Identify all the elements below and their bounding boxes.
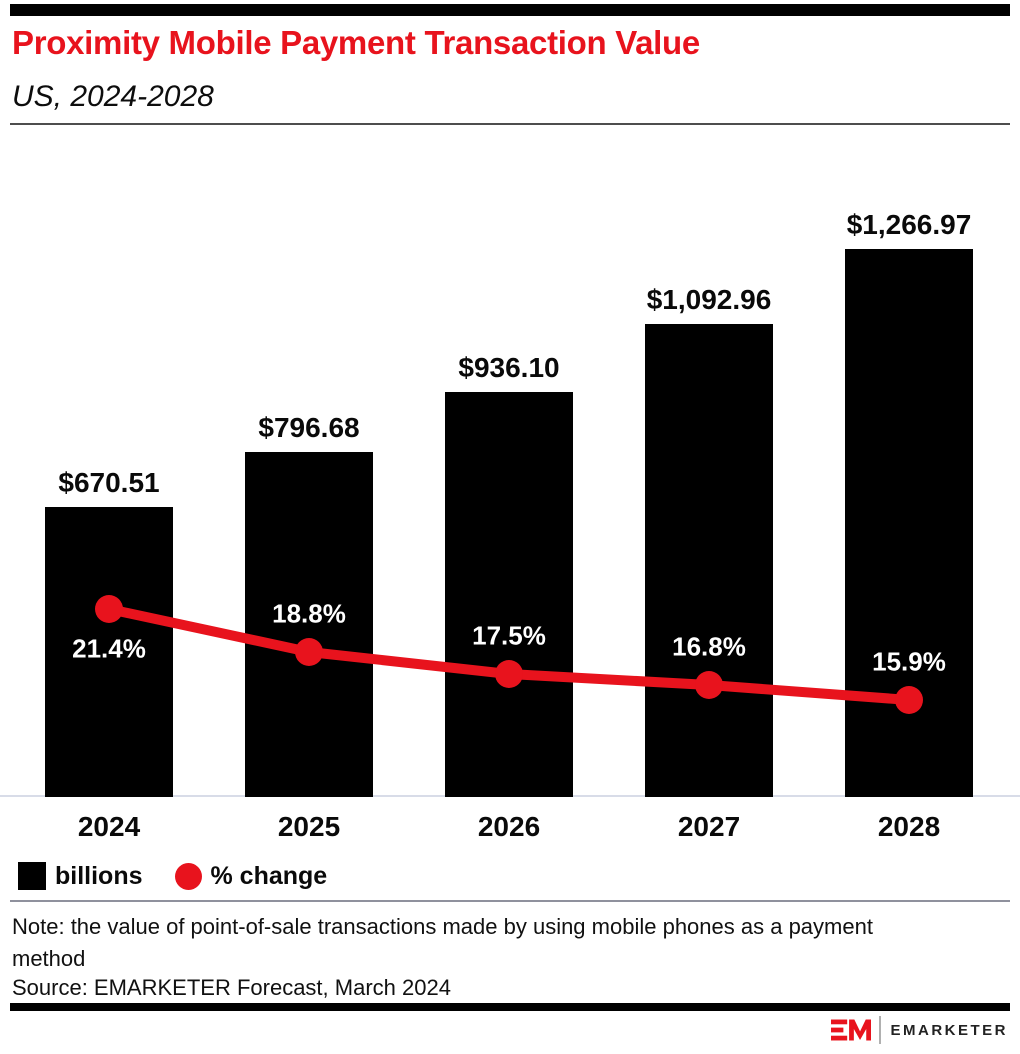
bar-value-label-2028: $1,266.97 [846, 209, 972, 240]
bar-2026 [445, 392, 573, 797]
footer-divider [10, 900, 1010, 902]
bottom-accent-bar [10, 1003, 1010, 1011]
chart-legend: billions % change [18, 861, 327, 891]
bar-2027 [645, 324, 773, 797]
page-title: Proximity Mobile Payment Transaction Val… [12, 24, 700, 61]
chart-source: Source: EMARKETER Forecast, March 2024 [12, 975, 451, 1000]
top-accent-bar [10, 4, 1010, 16]
pct-change-label-2024: 21.4% [72, 633, 146, 664]
legend-label-billions: billions [55, 861, 143, 890]
billions-swatch-icon [18, 862, 46, 890]
x-axis-label-2025: 2025 [277, 811, 341, 842]
bar-value-label-2026: $936.10 [458, 352, 560, 383]
emarketer-logo: EMARKETER [831, 1016, 1008, 1044]
pct-change-label-2028: 15.9% [872, 646, 946, 677]
chart-note: Note: the value of point-of-sale transac… [12, 914, 873, 971]
x-axis-label-2028: 2028 [877, 811, 941, 842]
x-axis-label-2024: 2024 [77, 811, 141, 842]
x-axis-label-2027: 2027 [677, 811, 741, 842]
bar-value-label-2025: $796.68 [258, 412, 360, 443]
pct-change-label-2027: 16.8% [672, 631, 746, 662]
percent-change-dot-icon [174, 862, 202, 890]
page-subtitle: US, 2024-2028 [12, 80, 214, 113]
header-divider [10, 123, 1010, 125]
x-axis-label-2026: 2026 [477, 811, 541, 842]
pct-change-label-2026: 17.5% [472, 620, 546, 651]
bar-2028 [845, 249, 973, 797]
bar-value-label-2027: $1,092.96 [646, 284, 772, 315]
legend-label-pct-change: % change [210, 861, 328, 890]
pct-change-label-2025: 18.8% [272, 598, 346, 629]
logo-divider [879, 1016, 882, 1044]
bar-value-label-2024: $670.51 [58, 467, 160, 498]
emarketer-logo-text: EMARKETER [890, 1021, 1008, 1039]
emarketer-logo-mark-icon [831, 1019, 872, 1041]
